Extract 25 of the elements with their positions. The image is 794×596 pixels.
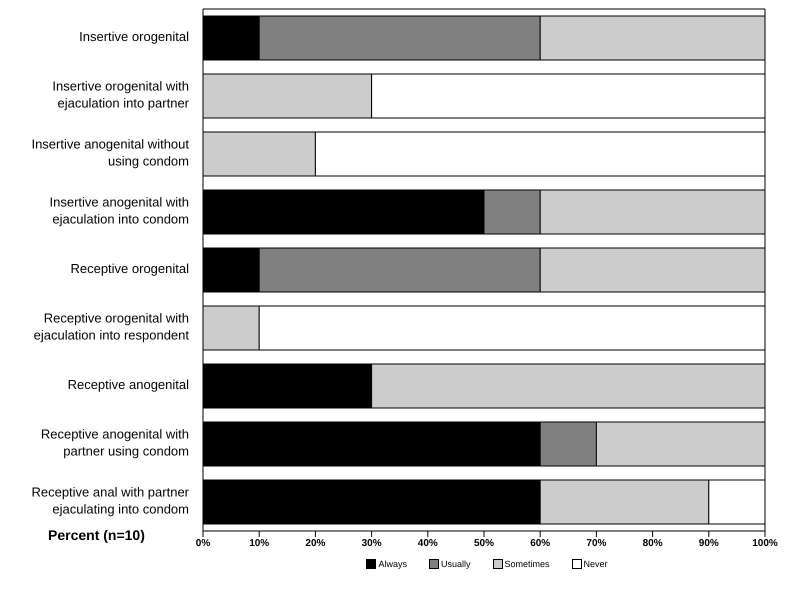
legend-label: Never — [584, 559, 608, 569]
x-tick-label: 70% — [586, 538, 607, 550]
x-tick-label: 0% — [196, 538, 210, 550]
y-tick-label: Insertive orogenital with ejaculation into partner — [52, 78, 190, 111]
y-tick-label: Receptive orogenital — [70, 261, 190, 276]
y-tick-label: Insertive anogenital without using condom — [31, 136, 190, 169]
x-tick-label: 60% — [530, 538, 550, 550]
legend-label: Sometimes — [504, 559, 550, 569]
y-tick-label: Receptive orogenital with ejaculation into respondent — [34, 310, 190, 343]
legend-label: Always — [378, 559, 407, 569]
y-tick-label: Receptive anogenital — [68, 377, 190, 392]
y-tick-label: Receptive anogenital with partner using condom — [40, 426, 189, 459]
x-tick-label: 50% — [474, 538, 494, 550]
legend-label: Usually — [440, 559, 470, 569]
x-tick-label: 100% — [752, 538, 778, 550]
x-tick-label: 90% — [698, 538, 719, 550]
x-tick-label: 40% — [418, 538, 438, 550]
x-axis-title: Percent (n=10) — [48, 527, 145, 543]
x-tick-label: 10% — [249, 538, 270, 550]
x-tick-label: 80% — [642, 538, 663, 550]
y-tick-label: Receptive anal with partner ejaculating into condom — [31, 484, 190, 517]
y-tick-label: Insertive orogenital — [79, 29, 190, 44]
y-tick-label: Insertive anogenital with ejaculation into condom — [50, 194, 189, 227]
x-tick-label: 30% — [362, 538, 382, 550]
x-tick-label: 20% — [305, 538, 326, 550]
